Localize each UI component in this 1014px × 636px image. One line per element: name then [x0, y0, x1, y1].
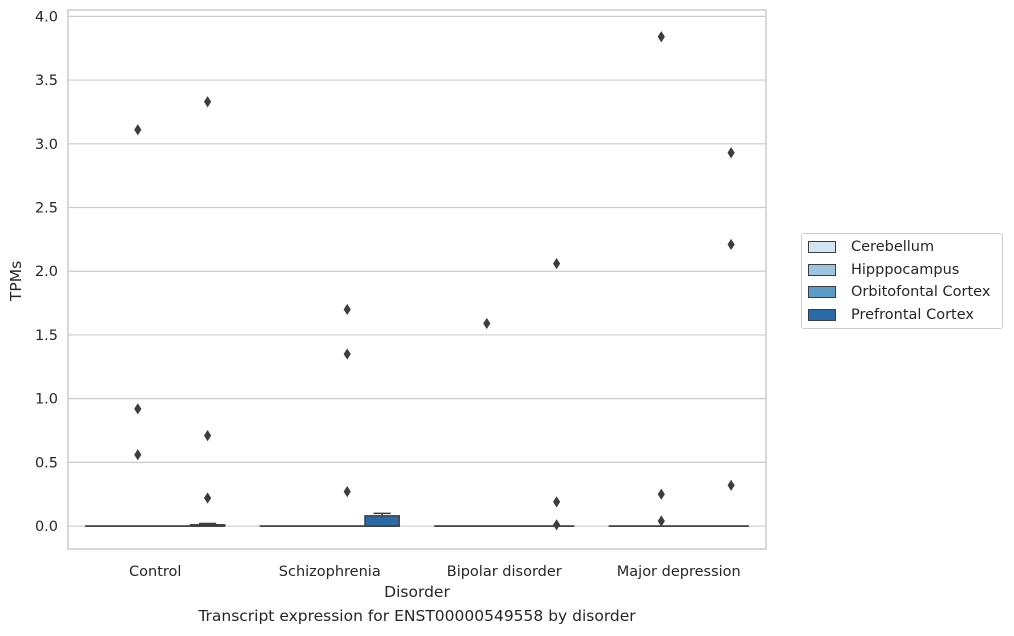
outlier-prefrontal-cortex-bipolar-disorder [553, 257, 561, 270]
outlier-orbitofontal-cortex-schizophrenia [343, 486, 351, 498]
x-tick-label-major-depression: Major depression [617, 564, 741, 580]
x-tick-label-control: Control [129, 564, 181, 580]
y-tick-label: 2.0 [35, 264, 58, 280]
y-tick-labels: 0.0 0.5 1.0 1.5 2.0 2.5 3.0 3.5 4.0 [35, 9, 58, 535]
legend-label-orbitofrontal-cortex: Orbitofontal Cortex [851, 284, 991, 300]
outlier-hipppocampus-control [134, 124, 142, 136]
outlier-hipppocampus-major-depression [657, 488, 665, 500]
legend: Cerebellum Hipppocampus Orbitofontal Cor… [801, 233, 1003, 329]
outlier-prefrontal-cortex-control [204, 429, 212, 442]
outlier-prefrontal-cortex-major-depression [727, 147, 735, 159]
outlier-points [134, 31, 735, 531]
legend-label-cerebellum: Cerebellum [851, 239, 935, 255]
y-axis-label: TPMs [7, 261, 25, 302]
outlier-orbitofontal-cortex-schizophrenia [343, 348, 351, 360]
x-tick-labels: Control Schizophrenia Bipolar disorder Majo… [129, 564, 741, 580]
legend-swatch-cerebellum [808, 241, 836, 253]
legend-swatch-orbitofrontal-cortex [808, 286, 836, 298]
outlier-orbitofontal-cortex-schizophrenia [343, 303, 351, 316]
outlier-prefrontal-cortex-control [204, 96, 212, 108]
legend-item-cerebellum: Cerebellum [808, 238, 934, 256]
legend-item-orbitofrontal-cortex: Orbitofontal Cortex [808, 283, 990, 301]
outlier-prefrontal-cortex-bipolar-disorder [553, 496, 561, 508]
y-tick-label: 3.0 [35, 137, 58, 153]
x-tick-label-bipolar-disorder: Bipolar disorder [447, 564, 562, 580]
y-tick-label: 4.0 [35, 9, 58, 25]
y-tick-label: 1.5 [35, 328, 58, 344]
legend-label-hippocampus: Hipppocampus [851, 262, 960, 278]
x-axis-label: Disorder [384, 583, 450, 601]
legend-item-hippocampus: Hipppocampus [808, 261, 959, 279]
outlier-hipppocampus-control [134, 449, 142, 461]
legend-swatch-prefrontal-cortex [808, 309, 836, 321]
y-tick-label: 0.0 [35, 519, 58, 535]
outlier-hipppocampus-control [134, 403, 142, 415]
y-tick-label: 2.5 [35, 201, 58, 217]
legend-item-prefrontal-cortex: Prefrontal Cortex [808, 306, 974, 324]
y-tick-label: 0.5 [35, 455, 58, 471]
outlier-prefrontal-cortex-control [204, 492, 212, 504]
legend-label-prefrontal-cortex: Prefrontal Cortex [851, 307, 974, 323]
outlier-prefrontal-cortex-major-depression [727, 479, 735, 491]
outlier-prefrontal-cortex-bipolar-disorder [553, 519, 561, 531]
plot-area-frame [67, 9, 767, 550]
legend-swatch-hippocampus [808, 264, 836, 276]
figure-caption: Transcript expression for ENST0000054955… [198, 607, 636, 625]
outlier-hipppocampus-major-depression [657, 515, 665, 527]
box-prefrontal-cortex-schizophrenia [364, 515, 400, 527]
outlier-hipppocampus-major-depression [657, 31, 665, 43]
boxes [85, 512, 749, 527]
x-tick-label-schizophrenia: Schizophrenia [279, 564, 381, 580]
y-tick-label: 3.5 [35, 73, 58, 89]
outlier-hipppocampus-bipolar-disorder [483, 317, 491, 330]
grid-lines [68, 15, 766, 527]
y-tick-label: 1.0 [35, 392, 58, 408]
outlier-prefrontal-cortex-major-depression [727, 238, 735, 251]
